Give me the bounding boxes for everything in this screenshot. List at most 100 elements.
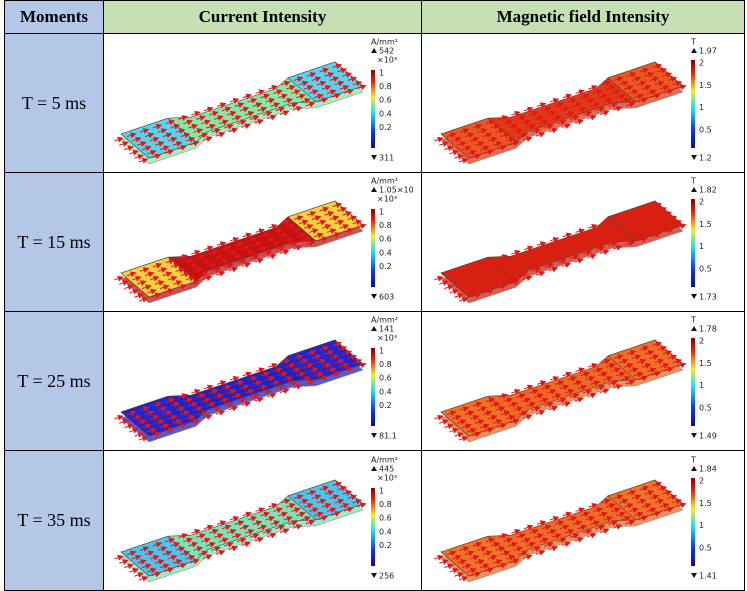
colorbar-tick: 1 xyxy=(699,242,704,251)
min-marker xyxy=(371,155,377,160)
colorbar-tick: 0.8 xyxy=(379,500,392,509)
max-marker xyxy=(371,466,377,471)
min-marker xyxy=(691,573,697,578)
colorbar-tick: 1 xyxy=(699,103,704,112)
colorbar-min: 603 xyxy=(379,293,394,302)
colorbar xyxy=(691,478,695,566)
colorbar-tick: 0.2 xyxy=(379,262,392,271)
min-marker xyxy=(371,294,377,299)
colorbar-min: 1.73 xyxy=(699,293,717,302)
colorbar-min: 256 xyxy=(379,571,394,580)
colorbar-unit: A/mm² xyxy=(371,177,398,186)
colorbar-min: 311 xyxy=(379,154,394,163)
colorbar-multiplier: ×10³ xyxy=(377,334,397,343)
colorbar xyxy=(691,60,695,148)
colorbar-min: 1.49 xyxy=(699,432,717,441)
colorbar xyxy=(691,199,695,287)
colorbar xyxy=(371,209,375,287)
colorbar xyxy=(371,488,375,566)
colorbar-tick: 1.5 xyxy=(699,498,712,507)
max-marker xyxy=(691,326,697,331)
colorbar-max: 1.97 xyxy=(699,47,717,56)
colorbar-multiplier: ×10³ xyxy=(377,473,397,482)
colorbar-max: 1.84 xyxy=(699,464,717,473)
simulation-plot: A/mm²141×10³10.80.60.40.281.1 xyxy=(113,314,413,448)
current-cell: A/mm²1.05×10³×10³ 1 0.8 0.6 0.4 0.2 603 xyxy=(104,173,421,311)
simulation-plot: T1.8421.510.51.41 xyxy=(433,454,733,588)
colorbar-max: 1.05×10³ xyxy=(379,186,413,195)
moment-label: T = 35 ms xyxy=(5,451,103,590)
colorbar-tick: 0.8 xyxy=(379,221,392,230)
colorbar-tick: 0.8 xyxy=(379,360,392,369)
colorbar-max: 542 xyxy=(379,47,394,56)
colorbar-tick: 0.6 xyxy=(379,235,392,244)
colorbar-tick: 0.2 xyxy=(379,123,392,132)
colorbar-tick: 1 xyxy=(379,486,384,495)
colorbar-tick: 0.4 xyxy=(379,248,392,257)
colorbar-tick: 1 xyxy=(379,347,384,356)
colorbar-tick: 0.5 xyxy=(699,543,712,552)
simulation-plot: A/mm²1.05×10³×10³ 1 0.8 0.6 0.4 0.2 603 xyxy=(113,175,413,309)
colorbar xyxy=(371,348,375,426)
colorbar-unit: T xyxy=(690,177,696,186)
simulation-plot: A/mm²542×10³10.80.60.40.2311 xyxy=(113,36,413,170)
colorbar-tick: 0.6 xyxy=(379,374,392,383)
max-marker xyxy=(691,48,697,53)
colorbar-tick: 1.5 xyxy=(699,220,712,229)
simulation-plot: T1.8221.510.51.73 xyxy=(433,175,733,309)
colorbar-tick: 1 xyxy=(379,208,384,217)
max-marker xyxy=(371,326,377,331)
colorbar-tick: 1 xyxy=(699,521,704,530)
simulation-plot: T1.9721.510.51.2 xyxy=(433,36,733,170)
colorbar-min: 1.2 xyxy=(699,154,712,163)
colorbar-min: 1.41 xyxy=(699,571,717,580)
moment-label: T = 15 ms xyxy=(5,173,103,311)
colorbar-tick: 1 xyxy=(379,69,384,78)
colorbar-tick: 2 xyxy=(699,476,704,485)
colorbar-tick: 0.5 xyxy=(699,264,712,273)
colorbar-unit: A/mm² xyxy=(371,455,398,464)
magnetic-cell: T1.8221.510.51.73 xyxy=(422,173,744,311)
colorbar-tick: 1.5 xyxy=(699,81,712,90)
colorbar-unit: T xyxy=(690,38,696,47)
colorbar-tick: 1 xyxy=(699,381,704,390)
colorbar-tick: 0.6 xyxy=(379,96,392,105)
colorbar-tick: 0.4 xyxy=(379,109,392,118)
colorbar-unit: T xyxy=(690,316,696,325)
colorbar-tick: 0.5 xyxy=(699,403,712,412)
column-header: Current Intensity xyxy=(104,1,421,33)
min-marker xyxy=(371,433,377,438)
current-cell: A/mm²445×10³ 1 0.8 0.6 0.4 0.2 256 xyxy=(104,451,421,590)
max-marker xyxy=(691,187,697,192)
colorbar-tick: 2 xyxy=(699,198,704,207)
moment-label: T = 5 ms xyxy=(5,34,103,172)
min-marker xyxy=(691,155,697,160)
colorbar xyxy=(371,70,375,148)
colorbar-unit: A/mm² xyxy=(371,316,398,325)
moment-label: T = 25 ms xyxy=(5,312,103,450)
colorbar-min: 81.1 xyxy=(379,432,397,441)
min-marker xyxy=(691,294,697,299)
max-marker xyxy=(371,187,377,192)
column-header: Magnetic field Intensity xyxy=(422,1,744,33)
colorbar-tick: 2 xyxy=(699,59,704,68)
colorbar-max: 141 xyxy=(379,325,394,334)
colorbar xyxy=(691,338,695,426)
magnetic-cell: T1.78 2 1.5 1 0.5 1.49 xyxy=(422,312,744,450)
colorbar-tick: 0.2 xyxy=(379,401,392,410)
colorbar-max: 1.78 xyxy=(699,325,717,334)
colorbar-tick: 1.5 xyxy=(699,359,712,368)
simulation-plot: A/mm²445×10³ 1 0.8 0.6 0.4 0.2 256 xyxy=(113,454,413,588)
colorbar-max: 445 xyxy=(379,464,394,473)
results-table: MomentsCurrent IntensityMagnetic field I… xyxy=(4,0,745,591)
colorbar-tick: 2 xyxy=(699,337,704,346)
colorbar-tick: 0.2 xyxy=(379,540,392,549)
column-header: Moments xyxy=(5,1,103,33)
colorbar-tick: 0.6 xyxy=(379,513,392,522)
magnetic-cell: T1.8421.510.51.41 xyxy=(422,451,744,590)
current-cell: A/mm²141×10³10.80.60.40.281.1 xyxy=(104,312,421,450)
colorbar-multiplier: ×10³ xyxy=(377,195,397,204)
colorbar-tick: 0.4 xyxy=(379,527,392,536)
simulation-plot: T1.78 2 1.5 1 0.5 1.49 xyxy=(433,314,733,448)
